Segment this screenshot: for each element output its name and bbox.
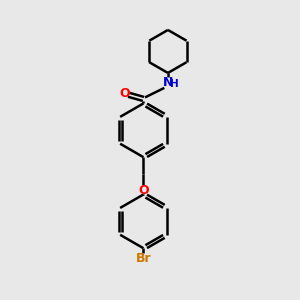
Text: O: O — [138, 184, 149, 196]
Text: N: N — [163, 76, 173, 89]
Text: Br: Br — [136, 252, 151, 265]
Text: H: H — [170, 79, 179, 89]
Text: O: O — [120, 87, 130, 100]
